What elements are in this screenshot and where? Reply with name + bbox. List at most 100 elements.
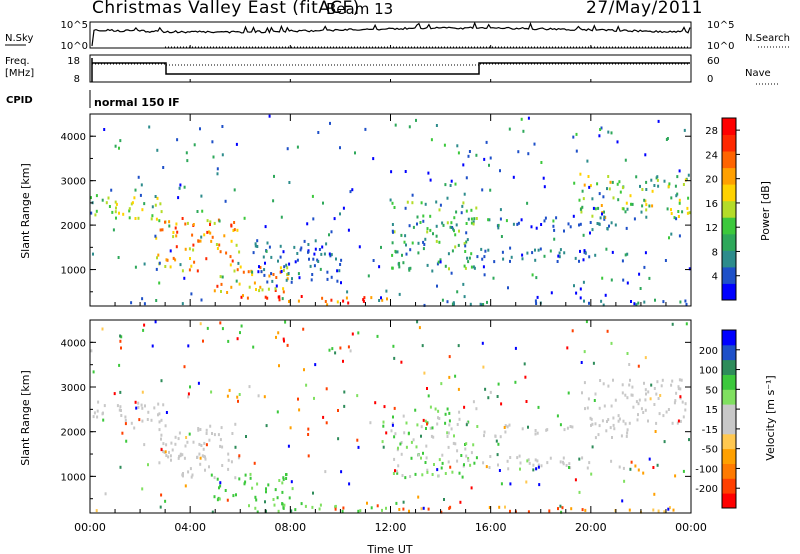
heatmap-cell [398, 265, 401, 269]
heatmap-cell [450, 427, 453, 431]
heatmap-cell [291, 487, 294, 491]
heatmap-cell [187, 395, 190, 399]
heatmap-cell [578, 198, 581, 202]
heatmap-cell [684, 178, 687, 182]
heatmap-cell [667, 507, 670, 511]
heatmap-cell [591, 214, 594, 218]
heatmap-cell [165, 443, 168, 447]
heatmap-cell [362, 298, 365, 302]
heatmap-cell [488, 506, 491, 509]
heatmap-cell [154, 203, 157, 207]
heatmap-cell [544, 216, 547, 220]
heatmap-cell [620, 434, 623, 438]
heatmap-cell [584, 407, 586, 411]
heatmap-cell [401, 253, 403, 257]
heatmap-cell [248, 285, 251, 289]
heatmap-cell [347, 345, 350, 349]
heatmap-cell [181, 217, 184, 220]
heatmap-cell [546, 461, 549, 465]
heatmap-cell [142, 328, 145, 332]
heatmap-cell [496, 395, 499, 398]
heatmap-cell [463, 264, 466, 268]
heatmap-cell [462, 282, 465, 286]
heatmap-cell [182, 472, 184, 475]
heatmap-cell [216, 284, 219, 288]
heatmap-cell [508, 127, 511, 131]
heatmap-cell [286, 343, 289, 347]
heatmap-cell [610, 278, 613, 282]
heatmap-cell [164, 424, 167, 428]
heatmap-cell [200, 235, 203, 239]
heatmap-cell [550, 291, 553, 295]
heatmap-cell [422, 506, 425, 510]
heatmap-cell [526, 201, 529, 205]
heatmap-cell [509, 509, 511, 513]
heatmap-cell [540, 223, 543, 226]
heatmap-cell [465, 222, 468, 225]
heatmap-cell [507, 467, 510, 471]
heatmap-cell [319, 503, 322, 507]
heatmap-cell [671, 379, 674, 383]
heatmap-cell [141, 297, 144, 301]
heatmap-cell [525, 400, 528, 403]
heatmap-cell [420, 456, 422, 460]
heatmap-cell [579, 222, 582, 226]
heatmap-cell [90, 349, 93, 353]
heatmap-cell [559, 504, 562, 508]
heatmap-cell [263, 268, 266, 272]
nsearch-tick-bottom: 10^0 [707, 41, 734, 52]
heatmap-cell [417, 241, 420, 245]
heatmap-cell [424, 202, 427, 206]
heatmap-cell [503, 426, 506, 429]
heatmap-cell [472, 220, 475, 224]
heatmap-cell [307, 250, 309, 254]
heatmap-cell [622, 207, 625, 211]
heatmap-cell [211, 235, 214, 239]
freq-label-line1: Freq. [5, 56, 30, 67]
heatmap-cell [183, 456, 186, 460]
heatmap-cell [613, 427, 616, 431]
heatmap-cell [623, 479, 626, 483]
colorbar-segment [722, 433, 736, 450]
heatmap-cell [197, 427, 200, 430]
heatmap-cell [621, 391, 624, 395]
heatmap-cell [484, 387, 487, 391]
heatmap-cell [594, 436, 597, 440]
heatmap-cell [288, 181, 291, 184]
heatmap-cell [201, 454, 204, 458]
heatmap-cell [601, 276, 604, 280]
heatmap-cell [580, 361, 583, 364]
heatmap-cell [227, 467, 230, 471]
heatmap-cell [268, 245, 271, 249]
heatmap-cell [578, 259, 580, 263]
heatmap-cell [143, 443, 146, 447]
heatmap-cell [248, 385, 251, 389]
heatmap-cell [274, 289, 277, 292]
heatmap-cell [415, 118, 417, 122]
heatmap-cell [450, 271, 453, 275]
heatmap-cell [120, 414, 123, 417]
heatmap-cell [653, 403, 656, 406]
heatmap-cell [534, 458, 537, 462]
heatmap-cell [472, 443, 475, 447]
heatmap-cell [339, 212, 341, 216]
heatmap-cell [591, 422, 594, 426]
heatmap-cell [285, 263, 288, 267]
heatmap-cell [311, 505, 314, 509]
heatmap-cell [634, 464, 637, 468]
heatmap-cell [449, 225, 452, 229]
heatmap-cell [133, 426, 136, 430]
heatmap-cell [534, 258, 537, 262]
heatmap-cell [306, 222, 309, 226]
heatmap-cell [603, 210, 605, 214]
heatmap-cell [396, 471, 399, 475]
heatmap-cell [347, 228, 350, 232]
heatmap-cell [635, 175, 638, 179]
heatmap-cell [213, 289, 216, 293]
power-colorbar: 4 8 12 16 20 24 28 [705, 117, 740, 301]
heatmap-cell [610, 131, 613, 135]
heatmap-cell [517, 221, 520, 225]
heatmap-cell [312, 491, 314, 495]
heatmap-cell [177, 437, 180, 441]
heatmap-cell [252, 251, 255, 255]
